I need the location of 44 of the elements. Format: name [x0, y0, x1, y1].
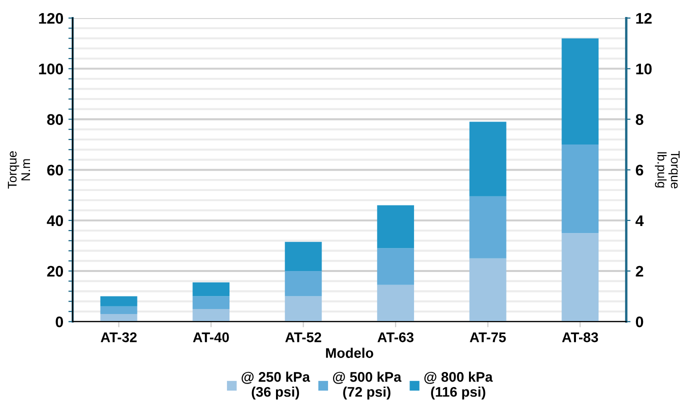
y2-tick-label: 8 — [636, 114, 644, 125]
y2-tick-label: 2 — [636, 266, 644, 277]
y2-tick-label: 4 — [636, 215, 644, 226]
bar — [192, 296, 230, 309]
bar — [377, 284, 414, 322]
bar — [562, 38, 599, 145]
x-tick-label: AT-75 — [470, 332, 506, 342]
legend-label: @ 500 kPa (72 psi) — [333, 372, 402, 400]
bar — [469, 122, 506, 196]
y-tick-label: 120 — [39, 12, 64, 24]
y2-tick-label: 12 — [636, 12, 652, 24]
y-tick-label: 0 — [56, 316, 64, 328]
y-tick-label: 100 — [39, 64, 64, 74]
x-tick-label: AT-32 — [100, 332, 137, 342]
y-axis-title: Torque N.m — [8, 151, 30, 189]
y-tick-label: 20 — [47, 266, 64, 277]
bar — [100, 296, 138, 306]
y2-tick-label: 0 — [636, 316, 644, 328]
bar — [100, 314, 138, 322]
bar — [284, 242, 322, 272]
y-tick-label: 60 — [47, 164, 64, 176]
bar — [562, 233, 599, 322]
x-tick-label: AT-63 — [378, 332, 414, 342]
bar — [192, 282, 230, 296]
y-tick-label: 40 — [46, 215, 64, 226]
bar — [284, 271, 322, 296]
bar — [377, 205, 414, 248]
x-tick-label: AT-52 — [285, 332, 322, 342]
bar — [284, 296, 322, 322]
x-axis-title: Modelo — [326, 348, 374, 358]
bar — [377, 248, 414, 285]
bar — [562, 144, 599, 234]
y2-axis-title: Torque lb.pulg — [654, 151, 680, 188]
bar — [100, 306, 138, 314]
bar — [469, 196, 506, 258]
legend-label: @ 250 kPa (36 psi) — [242, 372, 310, 400]
y2-tick-label: 10 — [636, 64, 652, 74]
y-tick-label: 80 — [47, 114, 64, 125]
bar — [469, 258, 506, 322]
x-tick-label: AT-40 — [193, 332, 229, 342]
x-tick-label: AT-83 — [562, 332, 598, 342]
bar — [192, 308, 230, 322]
y2-tick-label: 6 — [636, 164, 644, 176]
legend-label: @ 800 kPa (116 psi) — [424, 372, 493, 400]
